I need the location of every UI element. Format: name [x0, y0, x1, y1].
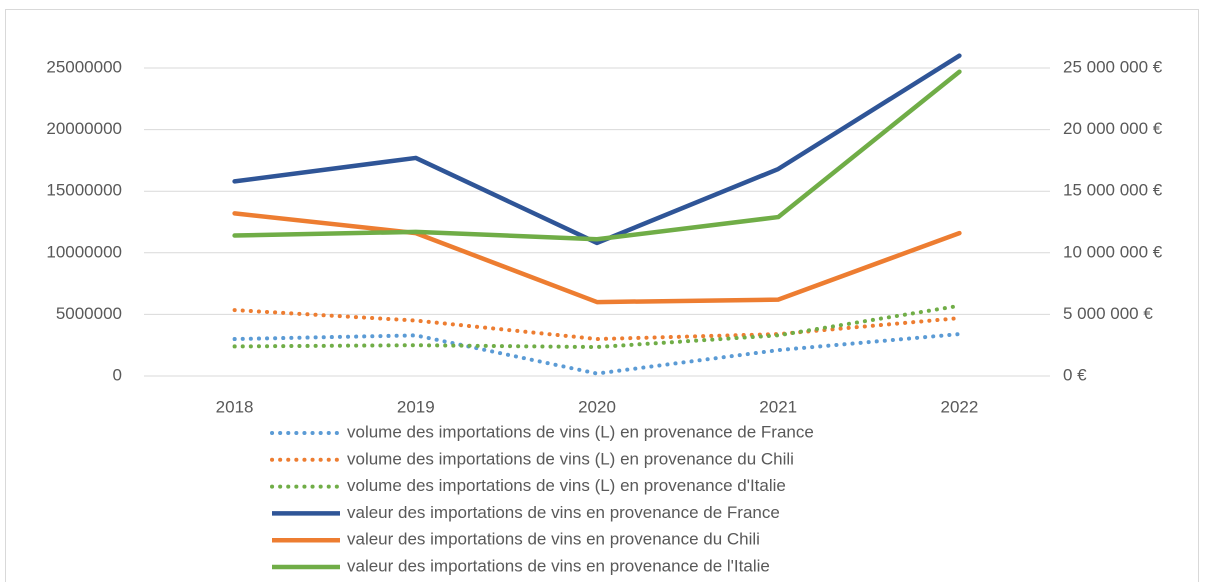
y2-tick-label: 20 000 000 € [1063, 119, 1163, 138]
legend-label: valeur des importations de vins en prove… [347, 556, 770, 575]
y2-tick-label: 5 000 000 € [1063, 304, 1153, 323]
y-tick-label: 0 [113, 365, 122, 384]
legend-label: volume des importations de vins (L) en p… [347, 449, 794, 468]
y2-tick-label: 15 000 000 € [1063, 181, 1163, 200]
legend-label: valeur des importations de vins en prove… [347, 530, 760, 549]
x-tick-label: 2018 [216, 397, 254, 416]
x-tick-label: 2021 [759, 397, 797, 416]
legend-label: volume des importations de vins (L) en p… [347, 476, 786, 495]
x-tick-label: 2020 [578, 397, 616, 416]
y2-tick-label: 25 000 000 € [1063, 57, 1163, 76]
series-line [232, 303, 962, 350]
series-line [232, 69, 962, 242]
y-tick-label: 10000000 [46, 242, 122, 261]
legend-label: volume des importations de vins (L) en p… [347, 422, 814, 441]
y-tick-label: 20000000 [46, 119, 122, 138]
series-line [232, 308, 962, 342]
chart-border [5, 9, 1199, 582]
series-line [232, 332, 962, 376]
y2-tick-label: 0 € [1063, 365, 1087, 384]
x-tick-label: 2019 [397, 397, 435, 416]
y-tick-label: 15000000 [46, 181, 122, 200]
series-line [232, 53, 962, 246]
legend-label: valeur des importations de vins en prove… [347, 503, 780, 522]
x-tick-label: 2022 [940, 397, 978, 416]
y-tick-label: 5000000 [56, 304, 122, 323]
y2-tick-label: 10 000 000 € [1063, 242, 1163, 261]
y-tick-label: 25000000 [46, 57, 122, 76]
series-line [232, 211, 962, 305]
